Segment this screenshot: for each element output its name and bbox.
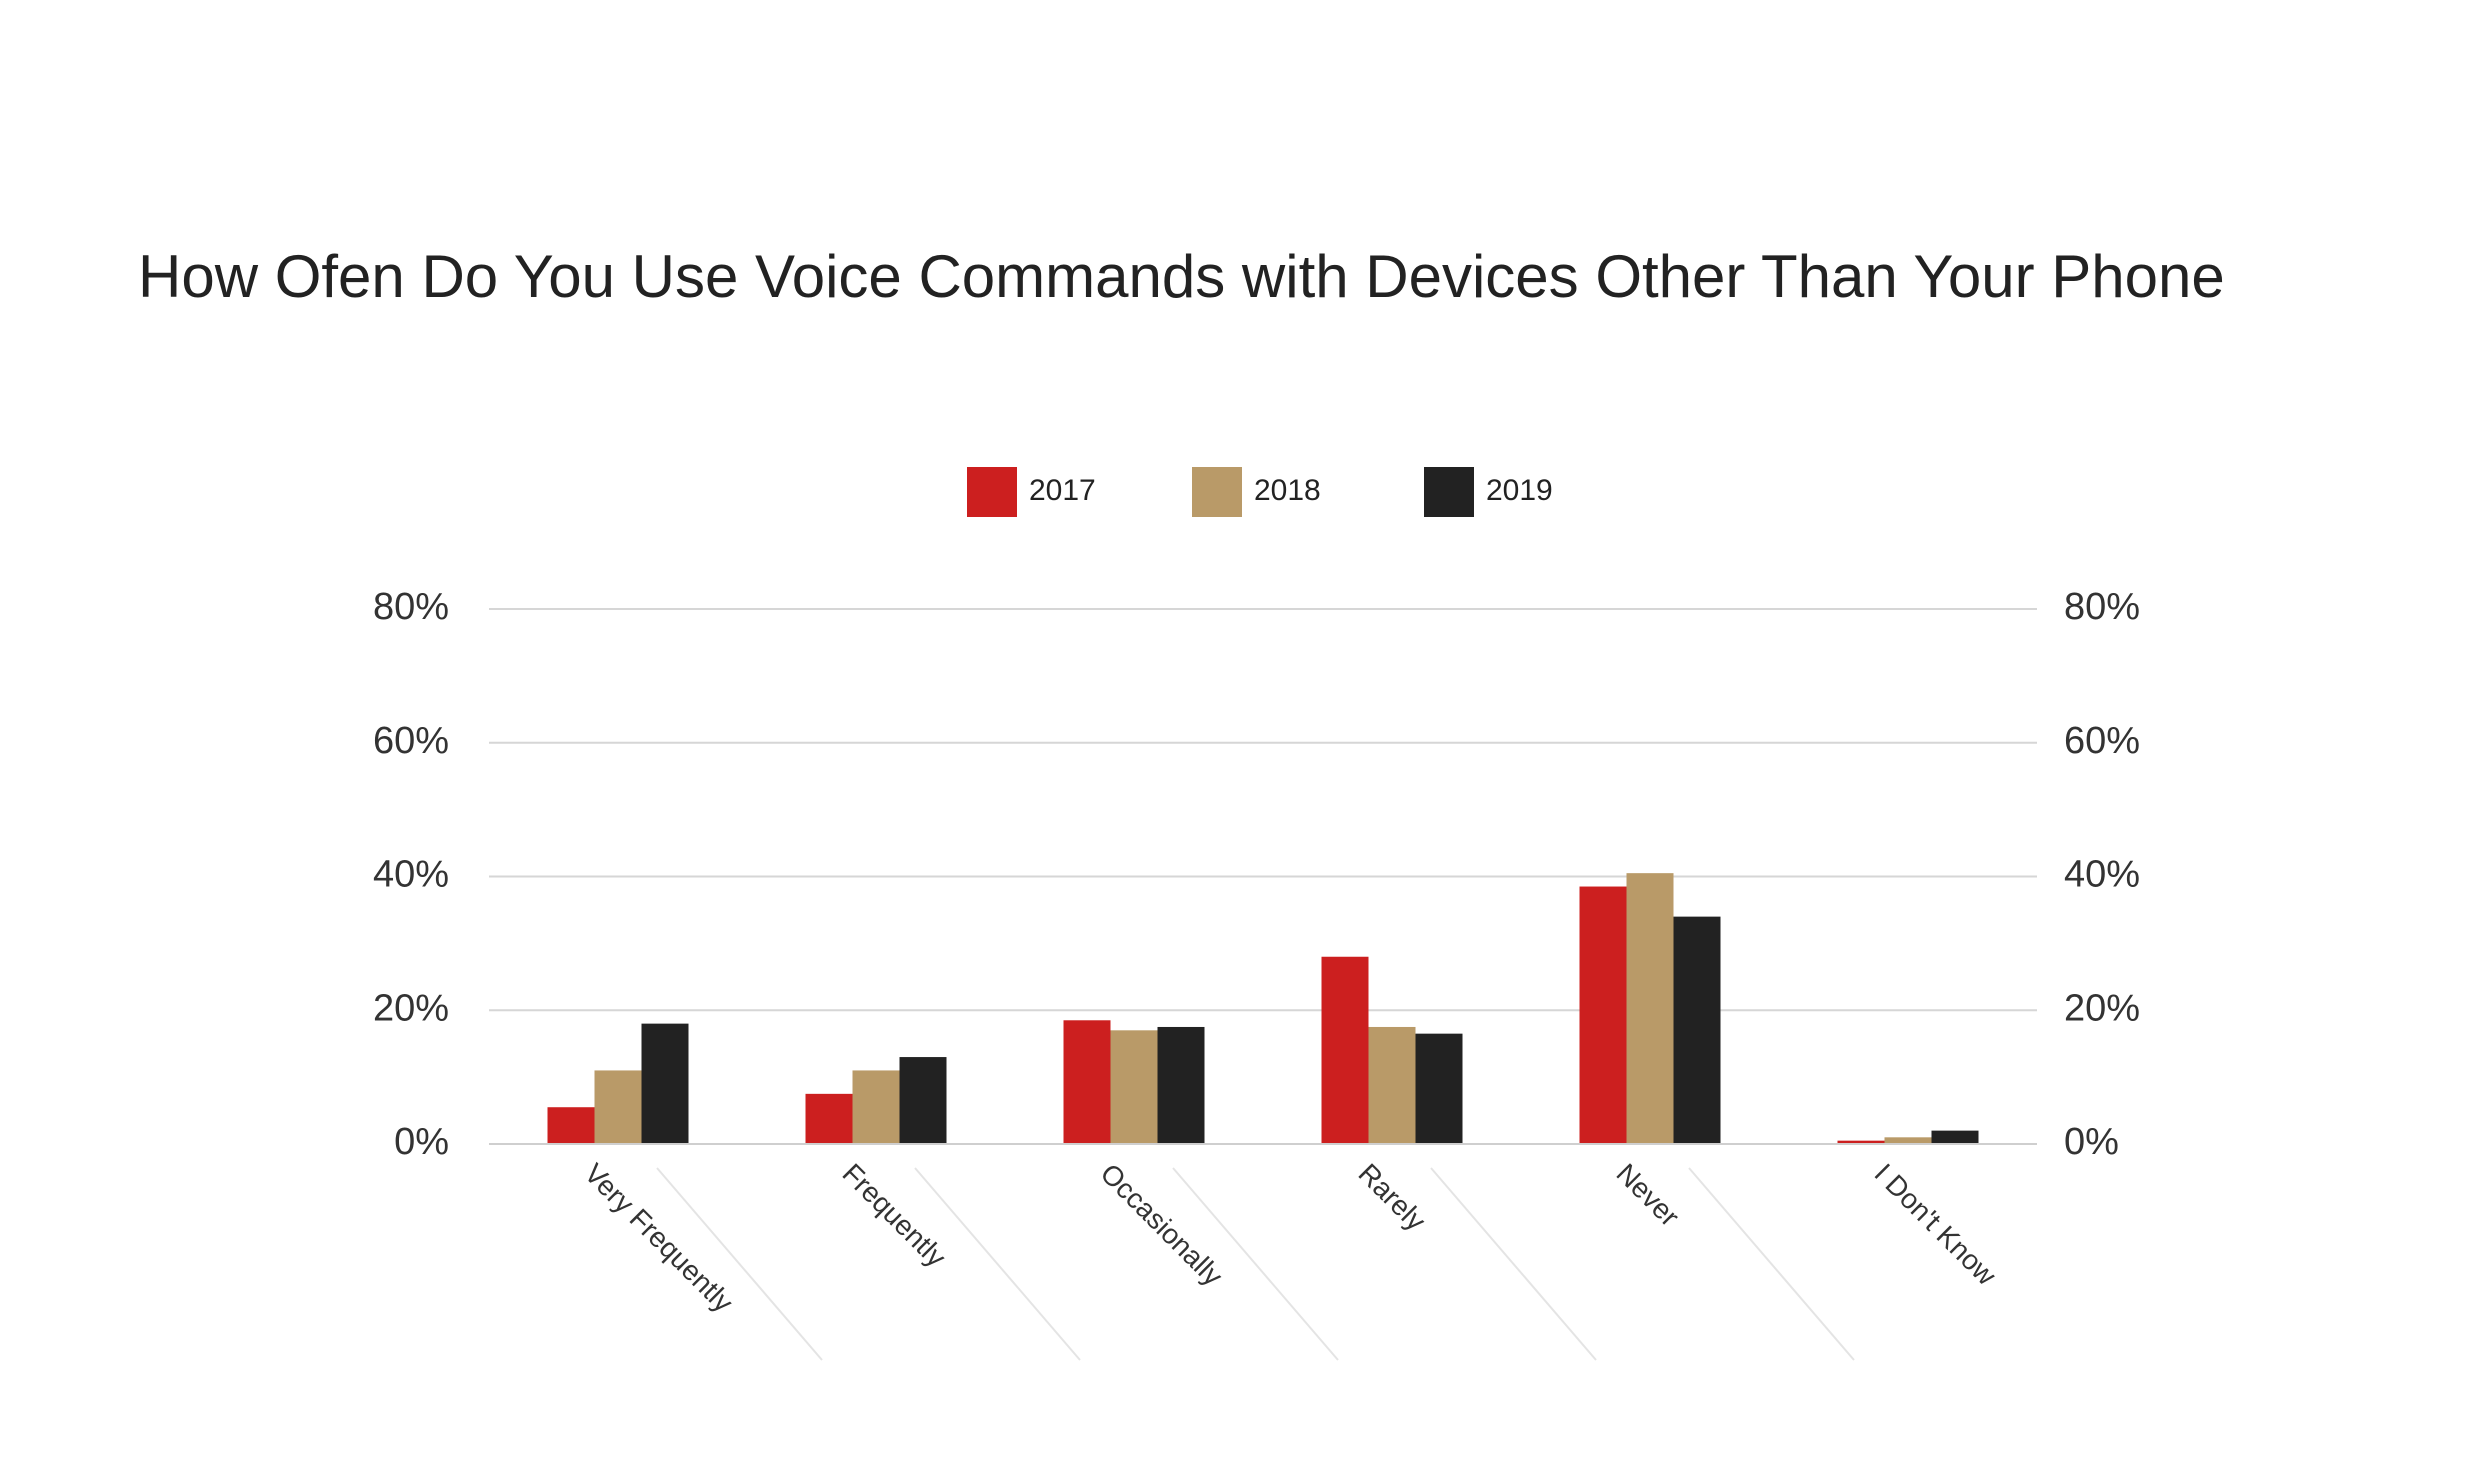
y-tick-label: 40%	[373, 854, 449, 896]
y-tick-label: 20%	[373, 987, 449, 1029]
separator	[1172, 1167, 1339, 1361]
y2-tick-label: 40%	[2064, 854, 2140, 896]
legend-label: 2018	[1254, 474, 1321, 507]
bar	[1626, 873, 1674, 1144]
bar	[641, 1023, 689, 1144]
bar	[1673, 916, 1721, 1144]
bar	[1837, 1140, 1885, 1144]
bar	[852, 1070, 900, 1144]
bar	[1321, 956, 1369, 1144]
x-tick-label: I Don't Know	[1869, 1158, 2003, 1292]
separator	[1688, 1167, 1855, 1361]
legend-label: 2019	[1486, 474, 1553, 507]
legend-swatch	[967, 467, 1017, 517]
bar	[1157, 1026, 1205, 1144]
bar	[547, 1107, 595, 1144]
bar	[1110, 1030, 1158, 1144]
bar	[1579, 886, 1627, 1144]
y2-tick-label: 80%	[2064, 586, 2140, 628]
x-tick-label: Rarely	[1353, 1158, 1432, 1237]
x-tick-label: Occasionally	[1095, 1158, 1229, 1292]
bar	[1931, 1130, 1979, 1144]
y2-tick-label: 60%	[2064, 720, 2140, 762]
bar	[1884, 1137, 1932, 1144]
x-tick-label: Never	[1611, 1158, 1686, 1233]
y-tick-label: 60%	[373, 720, 449, 762]
y-tick-label: 80%	[373, 586, 449, 628]
legend-label: 2017	[1029, 474, 1096, 507]
separator	[656, 1167, 823, 1361]
x-tick-label: Very Frequently	[579, 1158, 740, 1319]
separator	[1430, 1167, 1597, 1361]
chart-title: How Ofen Do You Use Voice Commands with …	[138, 243, 2225, 310]
bar	[1368, 1026, 1416, 1144]
x-tick-label: Frequently	[837, 1158, 952, 1273]
bar	[899, 1057, 947, 1144]
legend-swatch	[1424, 467, 1474, 517]
separator	[914, 1167, 1081, 1361]
y2-tick-label: 0%	[2064, 1121, 2119, 1163]
y2-tick-label: 20%	[2064, 987, 2140, 1029]
bar	[805, 1093, 853, 1144]
bar	[594, 1070, 642, 1144]
legend-swatch	[1192, 467, 1242, 517]
bar	[1415, 1033, 1463, 1144]
y-tick-label: 0%	[394, 1121, 449, 1163]
bar	[1063, 1020, 1111, 1144]
